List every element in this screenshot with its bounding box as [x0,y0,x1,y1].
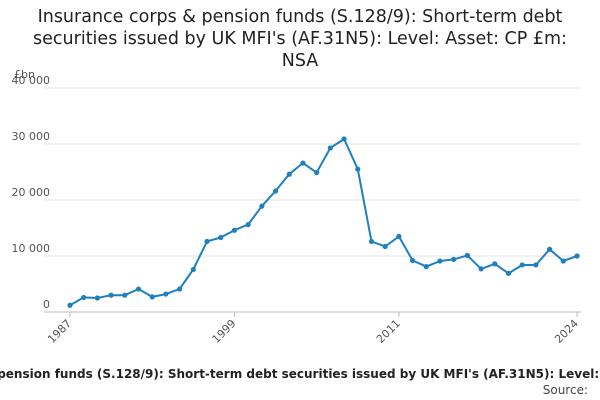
data-point[interactable] [492,261,498,267]
data-point[interactable] [478,266,484,272]
data-point[interactable] [218,234,224,241]
data-point[interactable] [355,166,361,172]
data-point[interactable] [272,188,279,194]
data-point[interactable] [259,203,265,209]
footer-source: Source: [542,383,588,397]
data-point[interactable] [533,262,539,268]
data-point[interactable] [177,286,183,292]
data-point[interactable] [409,257,416,264]
data-point[interactable] [135,286,142,292]
data-point[interactable] [327,145,333,151]
y-tick-label: 40 000 [12,74,51,87]
footer-series-title: Insurance corps & pension funds (S.128/9… [0,367,600,385]
y-axis-label: £bn [14,68,35,81]
data-point[interactable] [368,238,375,245]
chart-title: Insurance corps & pension funds (S.128/9… [33,7,567,71]
x-tick-label: 2024 [552,317,581,346]
data-point[interactable] [560,258,566,264]
y-tick-label: 30 000 [12,130,51,143]
y-tick-label: 20 000 [12,186,51,199]
data-point[interactable] [149,294,155,300]
data-point[interactable] [574,253,580,259]
data-point[interactable] [245,222,251,228]
data-point[interactable] [81,294,87,301]
data-point[interactable] [546,246,553,252]
series-line [69,138,578,307]
footer-series-title-text: Insurance corps & pension funds (S.128/9… [0,367,600,381]
data-point[interactable] [300,160,306,166]
data-point[interactable] [163,291,169,297]
data-point[interactable] [67,302,73,308]
data-point[interactable] [451,256,457,262]
data-point[interactable] [231,227,238,233]
y-tick-label: 0 [43,298,50,311]
x-tick-label: 2011 [374,317,403,346]
data-point[interactable] [190,266,196,273]
data-point[interactable] [108,292,114,298]
x-tick-label: 1999 [210,317,239,346]
data-point[interactable] [519,262,525,268]
data-point[interactable] [341,136,347,142]
data-point[interactable] [396,233,402,239]
data-point[interactable] [464,252,470,259]
data-point[interactable] [382,243,388,250]
data-point[interactable] [204,238,210,245]
data-point[interactable] [505,270,512,276]
x-tick-label: 1987 [45,317,74,346]
data-point[interactable] [94,295,101,301]
y-tick-label: 10 000 [12,242,51,255]
data-point[interactable] [122,292,128,298]
data-point[interactable] [423,264,429,270]
data-point[interactable] [314,169,320,176]
data-point[interactable] [437,258,443,264]
data-point[interactable] [286,171,292,177]
